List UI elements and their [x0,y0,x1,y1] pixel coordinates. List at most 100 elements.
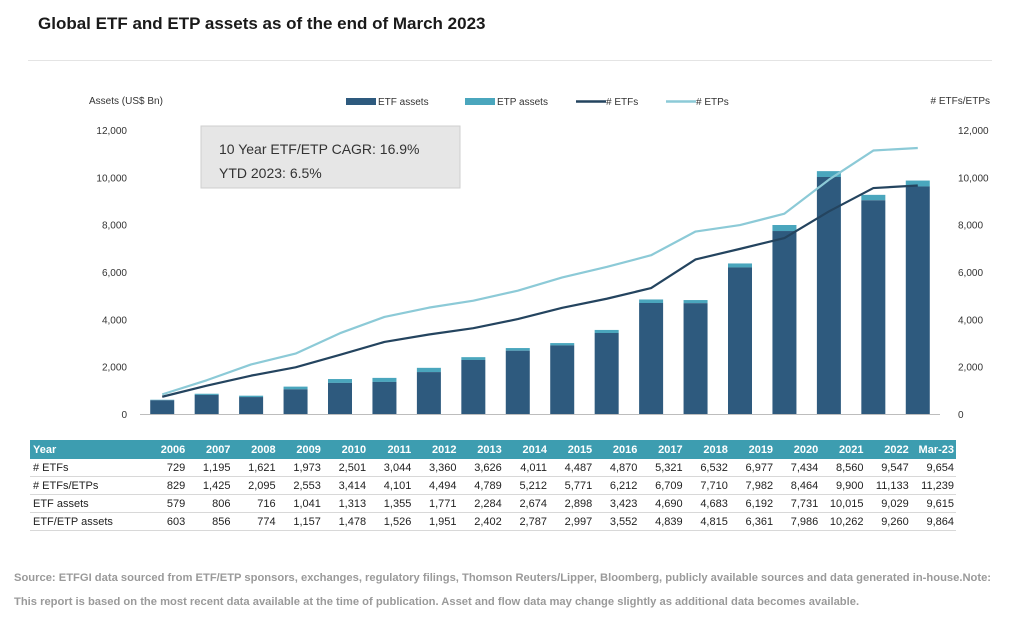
legend-label: # ETFs [606,97,638,108]
bar-etf-assets [728,267,752,414]
y2-tick-label: 4,000 [958,315,983,326]
table-cell: 1,478 [322,512,369,531]
row-label: # ETFs/ETPs [30,476,142,495]
table-cell: 2,787 [503,512,549,531]
table-cell: 9,547 [865,459,911,477]
table-cell: 1,771 [413,494,459,513]
bar-etp-assets [816,171,841,177]
legend-label: ETP assets [497,97,548,108]
table-cell: 603 [142,512,188,531]
y2-axis-label: # ETFs/ETPs [931,96,990,107]
table-cell: 11,133 [865,476,911,495]
table-cell: 6,709 [639,476,685,495]
y2-tick-label: 12,000 [958,126,989,137]
title-divider [28,60,992,61]
y-axis-label: Assets (US$ Bn) [89,96,163,107]
bar-etf-assets [283,389,308,414]
table-header-year: 2013 [458,440,504,459]
table-cell: 9,900 [820,476,866,495]
legend-swatch [465,98,495,105]
table-cell: 716 [232,494,278,513]
table-cell: 6,361 [729,512,776,531]
table-cell: 3,414 [322,476,369,495]
annotation-line-2: YTD 2023: 6.5% [219,165,322,181]
table-cell: 829 [142,476,188,495]
table-header-row: Year 2006 2007 2008 2009 2010 2011 2012 2013 2014… [30,440,956,459]
table-header-year: 2022 [865,440,911,459]
row-label: ETF/ETP assets [30,512,142,531]
legend: ETF assets ETP assets # ETFs # ETPs [346,97,729,108]
bar-etf-assets [550,345,575,414]
table-cell: 1,973 [277,459,323,477]
table-cell: 4,690 [639,494,685,513]
table-cell: 8,464 [775,476,821,495]
table-cell: 4,870 [594,459,640,477]
bar-etf-assets [683,303,708,414]
table-header-year: 2018 [684,440,730,459]
table-header-year: 2017 [639,440,685,459]
axes-layer: 0 0 2,000 2,000 4,000 4,000 6,000 6,000 8,000 8,0… [89,96,990,421]
table-cell: 11,239 [910,476,956,495]
bar-etp-assets [372,377,397,382]
table-cell: 3,423 [594,494,640,513]
bar-etp-assets [150,399,175,401]
table-cell: 6,532 [684,459,730,477]
bar-etp-assets [728,263,752,268]
table-row: # ETFs 729 1,195 1,621 1,973 2,501 3,044 3,360 3… [30,459,956,477]
table-cell: 2,898 [548,494,595,513]
table-header-year: 2011 [368,440,414,459]
table-cell: 856 [187,512,233,531]
bar-etf-assets [505,350,530,414]
y-tick-label: 6,000 [102,268,127,279]
cagr-annotation: 10 Year ETF/ETP CAGR: 16.9% YTD 2023: 6.… [200,125,461,189]
table-cell: 4,494 [413,476,459,495]
table-cell: 5,771 [548,476,595,495]
bar-etf-assets [861,200,886,414]
bar-etf-assets [328,382,352,414]
bar-etf-assets [461,359,486,414]
table-cell: 3,044 [368,459,414,477]
table-cell: 1,526 [368,512,414,531]
legend-label: # ETPs [696,97,729,108]
table-cell: 7,434 [775,459,821,477]
bar-etp-assets [505,348,530,351]
y2-tick-label: 6,000 [958,268,983,279]
y2-tick-label: 10,000 [958,173,989,184]
bar-etp-assets [283,386,308,390]
table-cell: 1,313 [322,494,369,513]
bar-etf-assets [150,400,175,414]
table-header-year: 2014 [503,440,549,459]
bar-etf-assets [239,397,264,414]
table-cell: 9,615 [910,494,956,513]
table-header-year: 2016 [594,440,640,459]
bar-etp-assets [239,395,264,398]
table-cell: 806 [187,494,233,513]
bars-layer [150,171,930,414]
table-cell: 3,552 [594,512,640,531]
table-header-year: 2012 [413,440,459,459]
table-header-year: 2010 [322,440,369,459]
legend-label: ETF assets [378,97,429,108]
bar-etp-assets [416,367,441,373]
table-cell: 4,815 [684,512,730,531]
etf-etp-chart: 0 0 2,000 2,000 4,000 4,000 6,000 6,000 8,000 8,0… [89,96,990,421]
table-cell: 2,095 [232,476,278,495]
y-tick-label: 2,000 [102,363,127,374]
y-tick-label: 10,000 [96,173,127,184]
y-tick-label: 8,000 [102,221,127,232]
line-num-etps [161,146,918,396]
table-cell: 10,015 [820,494,866,513]
bar-etf-assets [416,372,441,414]
table-header-year: 2009 [277,440,323,459]
table-cell: 2,674 [503,494,549,513]
table-row: # ETFs/ETPs 829 1,425 2,095 2,553 3,414 4,101 4… [30,476,956,495]
table-cell: 9,260 [865,512,911,531]
table-cell: 2,402 [458,512,504,531]
source-note: Source: ETFGI data sourced from ETF/ETP … [14,572,992,608]
lines-layer [161,146,918,398]
y2-tick-label: 2,000 [958,363,983,374]
table-cell: 579 [142,494,188,513]
table-cell: 3,360 [413,459,459,477]
bar-etf-assets [772,231,797,414]
table-header-year: 2015 [548,440,595,459]
